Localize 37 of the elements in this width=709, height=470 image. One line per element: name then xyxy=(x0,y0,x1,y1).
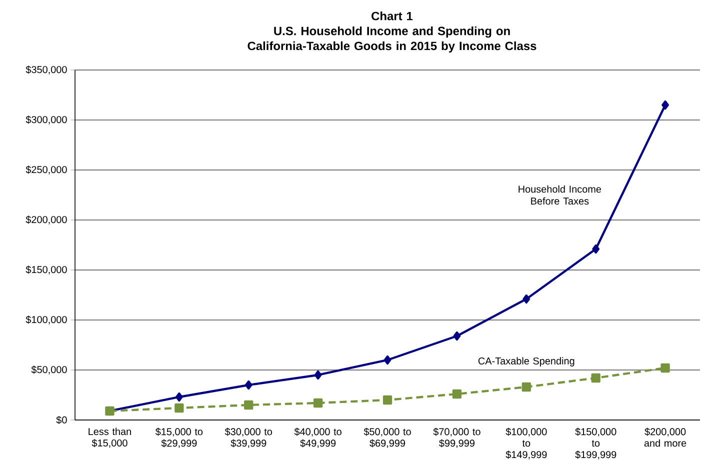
y-tick-label: $150,000 xyxy=(26,266,67,274)
point xyxy=(453,331,461,341)
y-tick-label: $350,000 xyxy=(26,66,67,74)
y-tick-label: $200,000 xyxy=(26,216,67,224)
y-tick-label: $300,000 xyxy=(26,116,67,124)
point xyxy=(452,389,462,399)
x-tick-label: $150,000 to $199,999 xyxy=(575,428,616,460)
x-tick-label: Less than $15,000 xyxy=(88,428,131,448)
series-label: Household Income Before Taxes xyxy=(518,185,602,205)
x-tick-label: $40,000 to $49,999 xyxy=(294,428,342,448)
point xyxy=(591,373,600,383)
point xyxy=(175,392,183,402)
chart-subtitle: U.S. Household Income and Spending on California-Taxable Goods in 2015 by Income Class xyxy=(248,26,536,53)
series-label: CA-Taxable Spending xyxy=(478,357,574,366)
point xyxy=(313,398,323,408)
point xyxy=(244,380,252,390)
x-tick-label: $200,000 and more xyxy=(644,428,686,447)
point xyxy=(314,370,322,380)
point xyxy=(522,294,530,304)
x-tick-label: $30,000 to $39,999 xyxy=(224,428,272,448)
x-tick-label: $15,000 to $29,999 xyxy=(155,428,203,448)
y-tick-label: $50,000 xyxy=(31,366,67,374)
x-tick-label: $70,000 to $99,999 xyxy=(433,428,480,448)
point xyxy=(384,355,392,365)
y-tick-label: $100,000 xyxy=(26,316,67,324)
point xyxy=(382,395,392,405)
y-tick-label: $250,000 xyxy=(26,166,67,174)
chart-title: Chart 1 xyxy=(372,12,413,20)
point xyxy=(522,382,531,392)
point xyxy=(660,363,670,373)
point xyxy=(174,403,184,413)
x-tick-label: $100,000 to $149,999 xyxy=(506,428,547,460)
y-tick-label: $0 xyxy=(56,416,67,424)
x-tick-label: $50,000 to $69,999 xyxy=(364,428,411,448)
point xyxy=(662,100,669,110)
point xyxy=(592,244,600,254)
point xyxy=(244,400,254,410)
